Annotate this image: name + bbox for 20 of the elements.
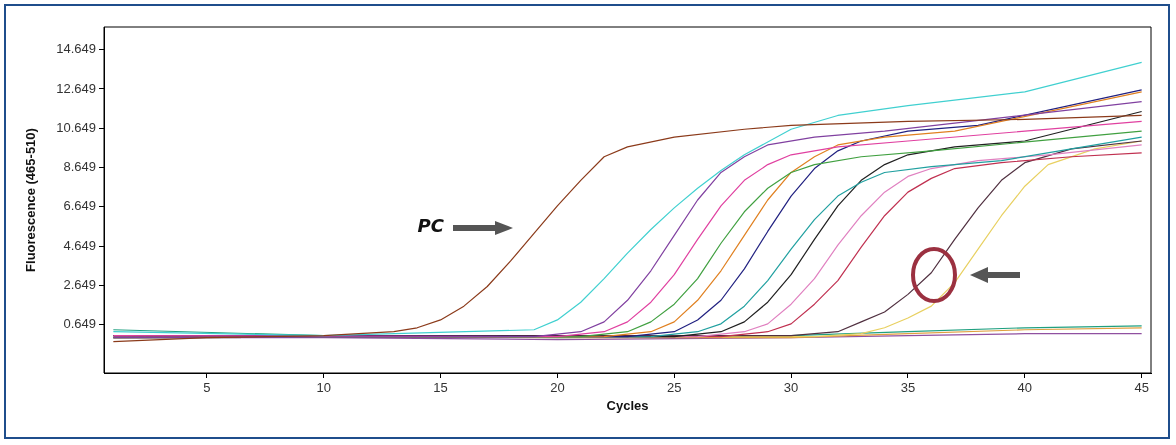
y-tick-label: 10.649: [56, 119, 96, 135]
x-axis-title: Cycles: [606, 397, 649, 413]
x-tick-label: 25: [667, 380, 682, 396]
y-tick-label: 12.649: [56, 80, 96, 96]
x-tick-label: 45: [1134, 380, 1149, 396]
y-tick-label: 0.649: [63, 316, 96, 332]
y-tick-label: 4.649: [63, 237, 96, 253]
y-tick-label: 6.649: [63, 198, 96, 214]
x-tick-label: 40: [1017, 380, 1033, 396]
x-tick-label: 10: [316, 380, 331, 396]
y-tick-label: 8.649: [63, 159, 96, 175]
x-tick-label: 20: [550, 380, 565, 396]
y-tick-label: 14.649: [56, 41, 96, 57]
x-tick-label: 15: [433, 380, 448, 396]
x-tick-label: 35: [900, 380, 916, 396]
y-axis-title: Fluorescence (465-510): [23, 128, 39, 272]
y-tick-label: 2.649: [63, 277, 96, 293]
x-tick-label: 30: [783, 380, 799, 396]
x-tick-label: 5: [203, 380, 211, 396]
annotation: PC: [417, 215, 445, 237]
